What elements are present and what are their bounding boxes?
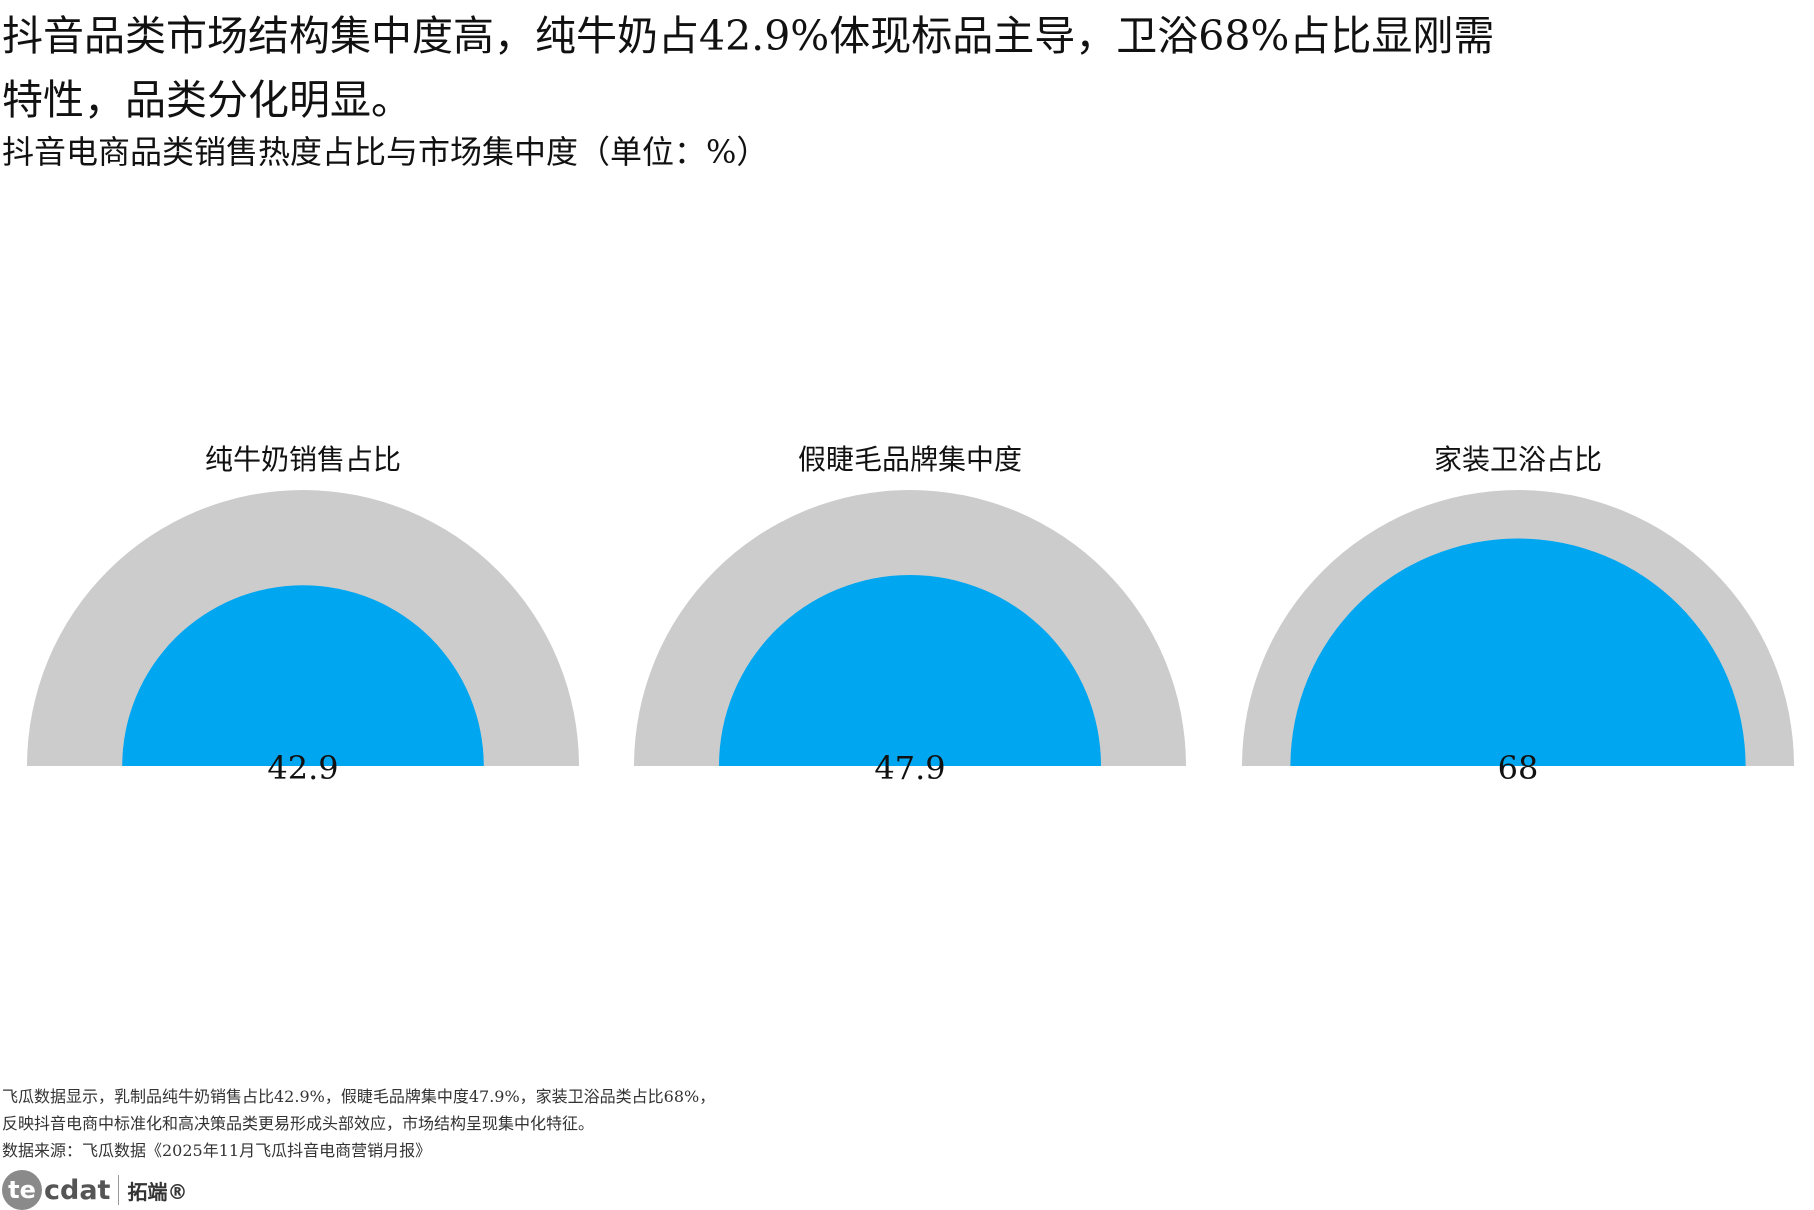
headline: 抖音品类市场结构集中度高，纯牛奶占42.9%体现标品主导，卫浴68%占比显刚需特… [2,12,1495,124]
gauge-title-1: 纯牛奶销售占比 [204,443,401,476]
logo-divider [118,1175,120,1205]
logo-chinese-name: 拓端® [127,1179,188,1204]
footer-note-line-2: 反映抖音电商中标准化和高决策品类更易形成头部效应，市场结构呈现集中化特征。 [2,1114,595,1133]
logo-wordmark-rest: cdat [44,1174,111,1206]
logo-wordmark: te cdat [2,1170,110,1210]
gauge-chart-area: 42.9 47.9 68 [27,490,1794,787]
brand-logo: te cdat 拓端® [2,1170,187,1210]
logo-circle-icon: te [2,1170,42,1210]
gauge-value-label-2: 47.9 [874,749,945,787]
gauge-value-label-1: 42.9 [267,749,338,787]
footer-note-line-1: 飞瓜数据显示，乳制品纯牛奶销售占比42.9%，假睫毛品牌集中度47.9%，家装卫… [2,1087,716,1106]
gauge-title-3: 家装卫浴占比 [1433,443,1602,476]
chart-subtitle: 抖音电商品类销售热度占比与市场集中度（单位：%） [2,133,769,171]
gauge-fill-1 [122,585,484,766]
gauge-fill-3 [1290,538,1746,766]
gauge-title-2: 假睫毛品牌集中度 [797,443,1022,476]
footer-source: 数据来源：飞瓜数据《2025年11月飞瓜抖音电商营销月报》 [2,1141,432,1160]
footer: 飞瓜数据显示，乳制品纯牛奶销售占比42.9%，假睫毛品牌集中度47.9%，家装卫… [2,1083,715,1164]
gauge-value-label-3: 68 [1498,749,1539,787]
gauge-fill-2 [718,574,1102,766]
